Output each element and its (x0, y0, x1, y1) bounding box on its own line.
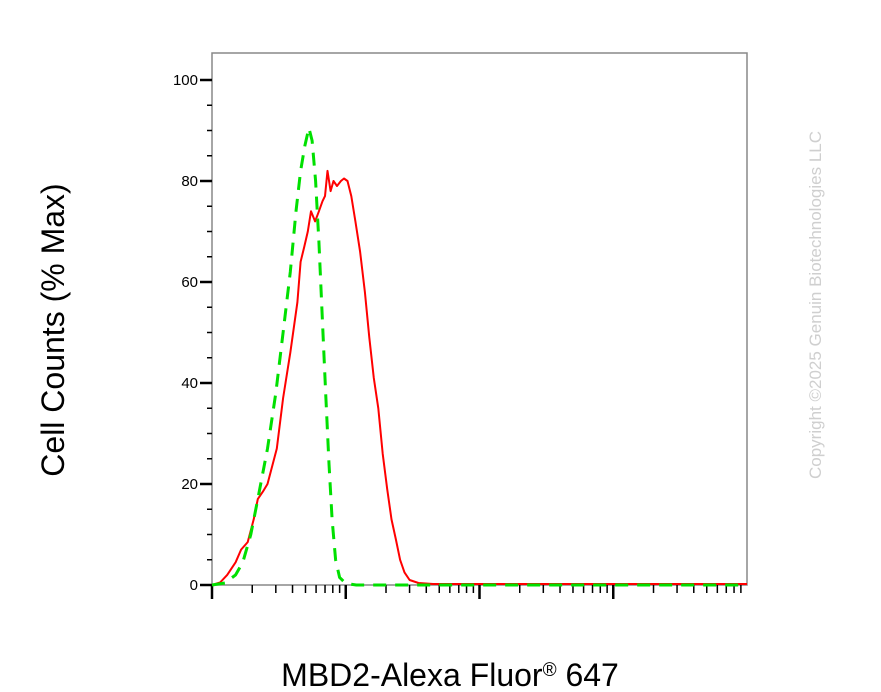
y-axis: 0 20 40 60 80 100 (173, 72, 212, 594)
y-tick-label: 60 (181, 274, 198, 291)
y-tick-label: 20 (181, 476, 198, 493)
series-layer (211, 126, 747, 587)
x-axis-label-tail: 647 (557, 657, 619, 692)
y-tick-label: 100 (173, 72, 198, 89)
y-axis-label: Cell Counts (% Max) (35, 183, 71, 476)
x-axis-label: MBD2-Alexa Fluor® 647 (281, 657, 619, 692)
x-axis (210, 585, 742, 599)
series-line-red (211, 169, 747, 586)
y-tick-label: 40 (181, 375, 198, 392)
x-axis-label-main: MBD2-Alexa Fluor (281, 657, 543, 692)
y-tick-label: 80 (181, 173, 198, 190)
plot-frame (211, 52, 748, 586)
series-line-green-dashed (211, 126, 747, 587)
y-tick-label: 0 (190, 577, 198, 594)
watermark: Copyright ©2025 Genuin Biotechnologies L… (806, 131, 825, 479)
x-axis-label-sup: ® (543, 660, 557, 681)
